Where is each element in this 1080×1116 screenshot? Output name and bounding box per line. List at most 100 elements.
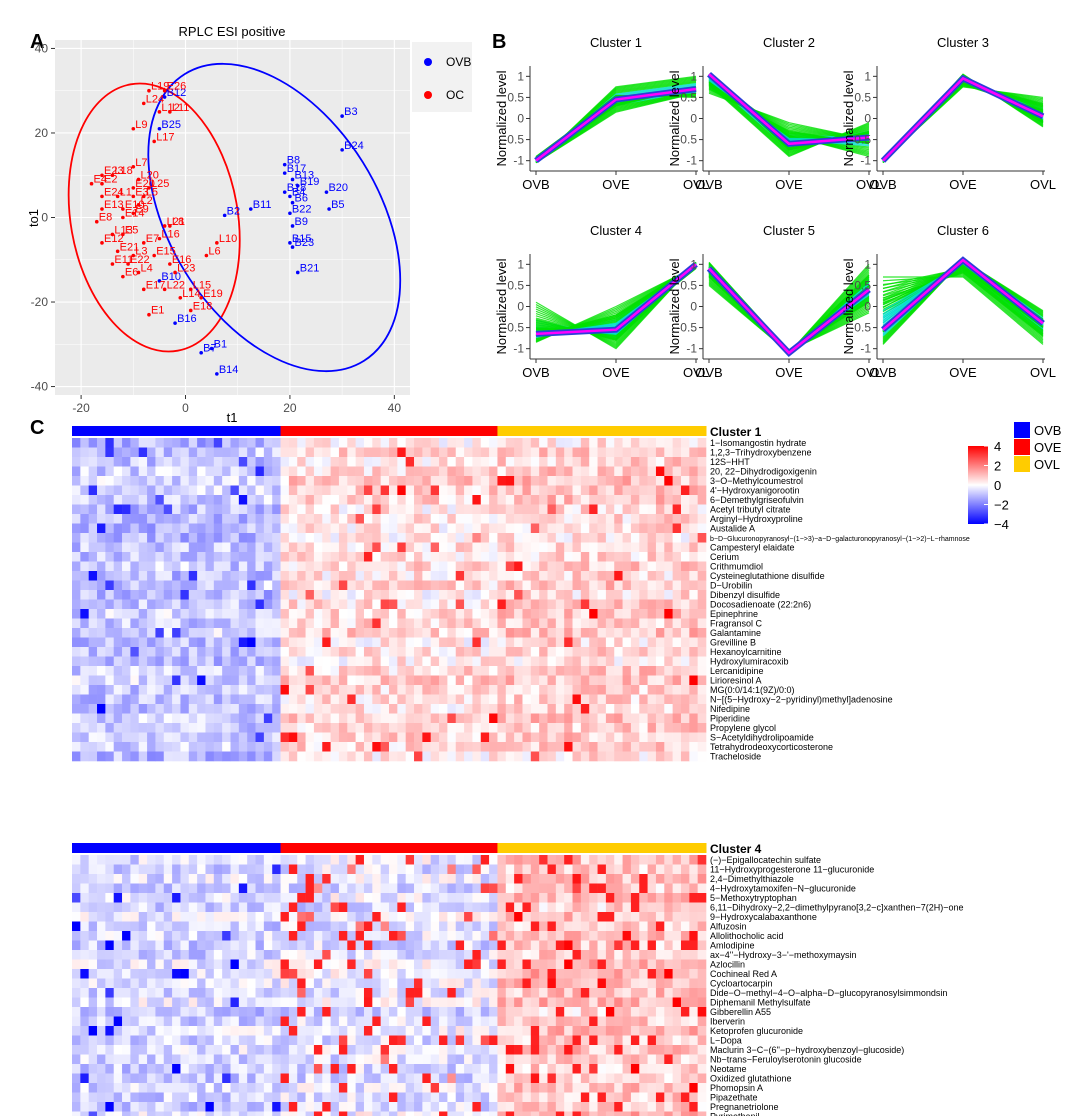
heatmap-cell — [347, 902, 356, 913]
profile-line — [882, 75, 1044, 163]
heatmap-cell — [238, 609, 248, 619]
heatmap-cell — [163, 618, 173, 629]
heatmap-cell — [389, 637, 398, 648]
heatmap-cell — [580, 599, 590, 610]
heatmap-cell — [372, 950, 381, 960]
heatmap-cell — [305, 1045, 315, 1055]
heatmap-cell — [230, 590, 240, 600]
heatmap-cell — [397, 618, 406, 629]
heatmap-cell — [472, 485, 482, 496]
heatmap-cell — [80, 675, 89, 686]
heatmap-cell — [280, 874, 290, 884]
heatmap-cell — [414, 997, 423, 1008]
heatmap-cell — [263, 921, 273, 932]
heatmap-cell — [355, 685, 365, 695]
heatmap-cell — [455, 902, 465, 913]
heatmap-cell — [147, 732, 156, 743]
heatmap-cell — [455, 855, 465, 865]
heatmap-cell — [647, 921, 657, 932]
heatmap-cell — [639, 590, 648, 600]
heatmap-cell — [97, 902, 106, 913]
heatmap-cell — [489, 940, 498, 951]
heatmap-cell — [222, 959, 231, 970]
row-label: Cycloartocarpin — [710, 979, 773, 989]
heatmap-cell — [580, 713, 590, 724]
heatmap-cell — [689, 580, 698, 591]
heatmap-cell — [222, 694, 231, 705]
heatmap-cell — [389, 969, 398, 979]
heatmap-cell — [122, 855, 131, 865]
heatmap-cell — [272, 893, 281, 903]
heatmap-cell — [539, 732, 548, 743]
heatmap-cell — [247, 988, 256, 998]
heatmap-cell — [572, 723, 582, 733]
heatmap-cell — [188, 959, 198, 970]
heatmap-cell — [113, 978, 123, 989]
heatmap-cell — [505, 647, 515, 657]
heatmap-cell — [372, 685, 381, 695]
heatmap-cell — [172, 485, 181, 496]
heatmap-cell — [455, 732, 465, 743]
point-l20 — [136, 177, 141, 182]
heatmap-cell — [664, 561, 673, 572]
heatmap-cell — [80, 580, 89, 591]
heatmap-cell — [422, 883, 432, 894]
heatmap-cell — [614, 447, 623, 458]
heatmap-cell — [422, 940, 432, 951]
heatmap-cell — [130, 457, 140, 467]
heatmap-cell — [138, 1007, 148, 1017]
heatmap-cell — [547, 675, 557, 686]
heatmap-cell — [455, 950, 465, 960]
heatmap-cell — [405, 599, 415, 610]
heatmap-cell — [572, 438, 582, 448]
heatmap-cell — [155, 495, 165, 505]
heatmap-cell — [172, 1045, 181, 1055]
point-label-b2: B2 — [227, 205, 240, 217]
row-label: Lercanidipine — [710, 666, 764, 676]
heatmap-cell — [589, 447, 598, 458]
heatmap-cell — [597, 609, 607, 619]
heatmap-cell — [155, 590, 165, 600]
heatmap-cell — [539, 637, 548, 648]
heatmap-cell — [405, 580, 415, 591]
heatmap-cell — [372, 476, 381, 486]
heatmap-cell — [180, 476, 190, 486]
heatmap-cell — [430, 637, 440, 648]
heatmap-cell — [172, 628, 181, 638]
heatmap-cell — [614, 969, 623, 979]
heatmap-cell — [180, 969, 190, 979]
profile-line — [882, 78, 1044, 161]
heatmap-cell — [263, 666, 273, 676]
heatmap-cell — [247, 485, 256, 496]
heatmap-cell — [222, 447, 231, 458]
heatmap-cell — [547, 599, 557, 610]
heatmap-cell — [347, 694, 356, 705]
heatmap-cell — [564, 561, 573, 572]
heatmap-cell — [197, 457, 206, 467]
heatmap-cell — [605, 950, 615, 960]
heatmap-cell — [472, 751, 482, 762]
heatmap-cell — [397, 571, 406, 581]
y-tick-label: -1 — [513, 342, 524, 356]
heatmap-cell — [664, 1035, 673, 1046]
heatmap-cell — [389, 723, 398, 733]
heatmap-cell — [322, 675, 331, 686]
heatmap-cell — [80, 666, 89, 676]
heatmap-cell — [472, 978, 482, 989]
heatmap-cell — [655, 940, 665, 951]
heatmap-cell — [355, 666, 365, 676]
heatmap-cell — [480, 1016, 490, 1027]
heatmap-cell — [263, 580, 273, 591]
heatmap-cell — [130, 997, 140, 1008]
heatmap-cell — [597, 523, 607, 534]
heatmap-cell — [197, 969, 206, 979]
heatmap-cell — [405, 978, 415, 989]
heatmap-cell — [155, 438, 165, 448]
heatmap-cell — [480, 997, 490, 1008]
heatmap-cell — [430, 466, 440, 477]
heatmap-cell — [205, 485, 215, 496]
profile-line — [882, 75, 1044, 162]
heatmap-cell — [222, 580, 231, 591]
heatmap-cell — [255, 514, 265, 524]
